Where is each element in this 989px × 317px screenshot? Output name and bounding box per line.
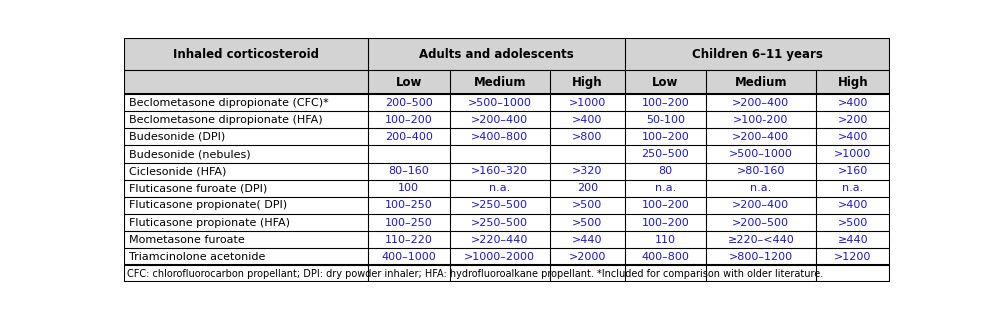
Text: >200–400: >200–400: [732, 132, 789, 142]
Text: Budesonide (nebules): Budesonide (nebules): [129, 149, 250, 159]
Text: High: High: [572, 75, 602, 88]
Text: Children 6–11 years: Children 6–11 years: [692, 48, 823, 61]
Text: >1000–2000: >1000–2000: [464, 252, 535, 262]
Text: 100: 100: [399, 183, 419, 193]
Bar: [124, 38, 368, 70]
Text: 100–250: 100–250: [385, 200, 432, 210]
Text: >1200: >1200: [834, 252, 871, 262]
Text: Mometasone furoate: Mometasone furoate: [129, 235, 244, 245]
Text: 100–200: 100–200: [642, 132, 689, 142]
Text: >200–500: >200–500: [732, 217, 789, 228]
Text: >800: >800: [573, 132, 602, 142]
Text: 80: 80: [659, 166, 673, 176]
Text: >160–320: >160–320: [472, 166, 528, 176]
Text: >500: >500: [573, 200, 602, 210]
Bar: [624, 38, 890, 70]
Text: 200–500: 200–500: [385, 98, 432, 107]
Bar: [124, 214, 890, 231]
Text: Fluticasone propionate (HFA): Fluticasone propionate (HFA): [129, 217, 290, 228]
Text: Beclometasone dipropionate (HFA): Beclometasone dipropionate (HFA): [129, 115, 322, 125]
Text: n.a.: n.a.: [655, 183, 675, 193]
Text: Fluticasone furoate (DPI): Fluticasone furoate (DPI): [129, 183, 267, 193]
Text: >500–1000: >500–1000: [468, 98, 532, 107]
Text: >400–800: >400–800: [472, 132, 528, 142]
Text: 200: 200: [577, 183, 598, 193]
Text: 110: 110: [655, 235, 675, 245]
Bar: [124, 265, 890, 282]
Text: Budesonide (DPI): Budesonide (DPI): [129, 132, 225, 142]
Bar: [368, 70, 450, 94]
Bar: [124, 231, 890, 248]
Text: >100-200: >100-200: [733, 115, 788, 125]
Text: >160: >160: [838, 166, 868, 176]
Text: >400: >400: [573, 115, 602, 125]
Bar: [124, 146, 890, 163]
Bar: [550, 70, 624, 94]
Text: n.a.: n.a.: [751, 183, 771, 193]
Text: n.a.: n.a.: [843, 183, 863, 193]
Text: >400: >400: [838, 98, 868, 107]
Bar: [124, 180, 890, 197]
Bar: [124, 197, 890, 214]
Text: Triamcinolone acetonide: Triamcinolone acetonide: [129, 252, 265, 262]
Bar: [124, 111, 890, 128]
Bar: [124, 163, 890, 180]
Text: >200–400: >200–400: [472, 115, 528, 125]
Bar: [450, 70, 550, 94]
Text: 200–400: 200–400: [385, 132, 433, 142]
Text: 250–500: 250–500: [642, 149, 689, 159]
Text: 400–800: 400–800: [641, 252, 689, 262]
Text: >80-160: >80-160: [737, 166, 785, 176]
Text: >220–440: >220–440: [471, 235, 528, 245]
Text: >1000: >1000: [835, 149, 871, 159]
Text: 110–220: 110–220: [385, 235, 433, 245]
Bar: [816, 70, 890, 94]
Text: >1000: >1000: [569, 98, 606, 107]
Text: 100–200: 100–200: [642, 217, 689, 228]
Text: >800–1200: >800–1200: [729, 252, 793, 262]
Bar: [368, 38, 624, 70]
Text: 100–200: 100–200: [642, 98, 689, 107]
Bar: [124, 70, 368, 94]
Text: >500: >500: [573, 217, 602, 228]
Text: >200–400: >200–400: [732, 98, 789, 107]
Text: >2000: >2000: [569, 252, 606, 262]
Text: Adults and adolescents: Adults and adolescents: [419, 48, 574, 61]
Text: Medium: Medium: [735, 75, 787, 88]
Text: Beclometasone dipropionate (CFC)*: Beclometasone dipropionate (CFC)*: [129, 98, 328, 107]
Text: Ciclesonide (HFA): Ciclesonide (HFA): [129, 166, 226, 176]
Text: >400: >400: [838, 200, 868, 210]
Text: CFC: chlorofluorocarbon propellant; DPI: dry powder inhaler; HFA: hydrofluoroalk: CFC: chlorofluorocarbon propellant; DPI:…: [128, 269, 824, 279]
Text: >250–500: >250–500: [472, 217, 528, 228]
Text: Low: Low: [396, 75, 422, 88]
Text: n.a.: n.a.: [490, 183, 510, 193]
Text: Medium: Medium: [474, 75, 526, 88]
Text: 80–160: 80–160: [389, 166, 429, 176]
Bar: [124, 248, 890, 265]
Bar: [706, 70, 816, 94]
Bar: [124, 128, 890, 146]
Text: Inhaled corticosteroid: Inhaled corticosteroid: [173, 48, 318, 61]
Text: >320: >320: [573, 166, 602, 176]
Text: 100–200: 100–200: [642, 200, 689, 210]
Text: >200–400: >200–400: [732, 200, 789, 210]
Text: >500–1000: >500–1000: [729, 149, 793, 159]
Text: >200: >200: [838, 115, 868, 125]
Text: Fluticasone propionate( DPI): Fluticasone propionate( DPI): [129, 200, 287, 210]
Text: >250–500: >250–500: [472, 200, 528, 210]
Text: 100–250: 100–250: [385, 217, 432, 228]
Bar: [124, 94, 890, 111]
Text: >400: >400: [838, 132, 868, 142]
Text: ≥440: ≥440: [838, 235, 868, 245]
Text: 50-100: 50-100: [646, 115, 684, 125]
Text: ≥220–<440: ≥220–<440: [728, 235, 794, 245]
Text: High: High: [838, 75, 868, 88]
Text: Low: Low: [652, 75, 678, 88]
Text: 400–1000: 400–1000: [382, 252, 436, 262]
Bar: [624, 70, 706, 94]
Text: >500: >500: [838, 217, 868, 228]
Text: >440: >440: [572, 235, 602, 245]
Text: 100–200: 100–200: [385, 115, 432, 125]
